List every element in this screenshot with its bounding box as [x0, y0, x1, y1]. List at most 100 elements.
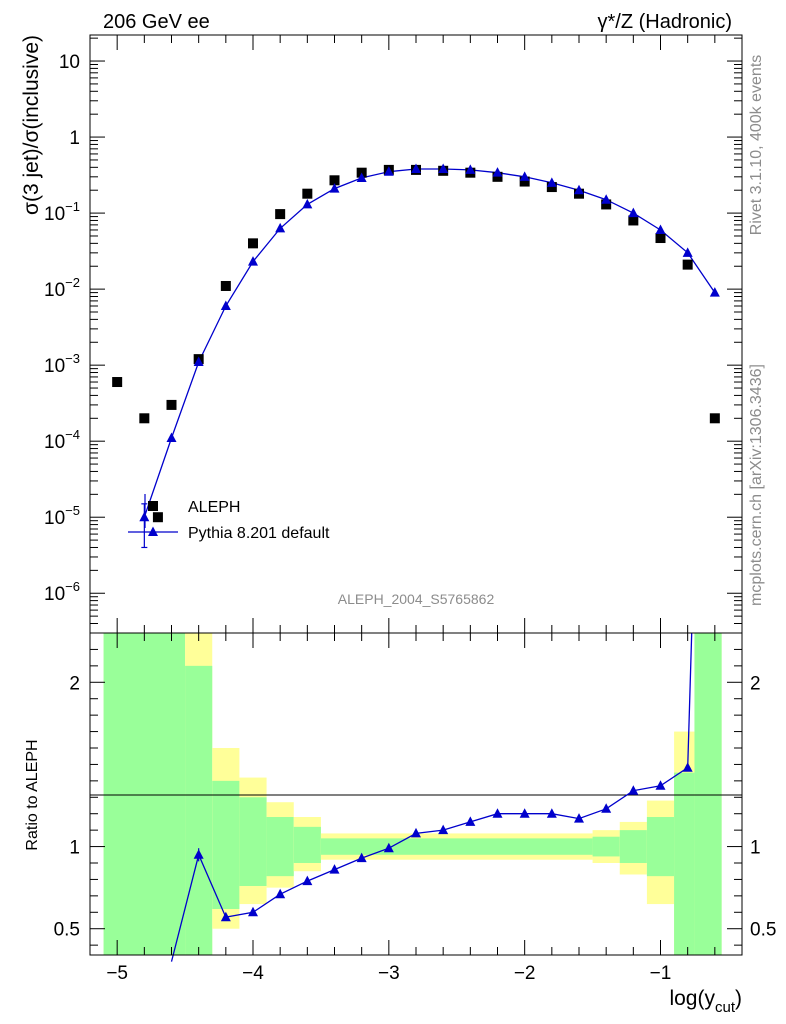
- ratio-point: [492, 808, 503, 818]
- mc-point: [492, 167, 503, 177]
- main-panel: 10−6 10−5 10−4 10−3 10−2 10−1 1 10 ALEPH_2004_S…: [20, 34, 743, 634]
- band-inner-2: [212, 780, 240, 909]
- mc-point: [709, 287, 720, 297]
- mc-point: [383, 166, 394, 176]
- mc-point: [356, 172, 367, 182]
- main-axis-ticks: 10−6 10−5 10−4 10−3 10−2 10−1 1 10: [44, 35, 743, 634]
- mc-point: [682, 247, 693, 257]
- mc-point: [628, 207, 639, 218]
- aleph-point: [275, 209, 286, 220]
- main-frame: [89, 34, 743, 634]
- xtick-label: −1: [650, 963, 672, 984]
- aleph-point: [709, 413, 720, 424]
- mc-point: [438, 163, 449, 174]
- ratio-ytick-label: 0.5: [54, 920, 80, 941]
- aleph-point: [519, 176, 530, 187]
- ratio-point: [411, 827, 421, 838]
- energy-label: 206 GeV ee: [103, 11, 210, 33]
- mc-point: [329, 183, 340, 193]
- legend-aleph-marker: [148, 501, 158, 511]
- aleph-point: [152, 512, 163, 523]
- band-inner-8: [619, 830, 647, 863]
- ratio-ytick-label-right: 1: [750, 838, 761, 859]
- main-ytick-label: 10−4: [44, 427, 80, 453]
- band-inner-3: [239, 797, 267, 886]
- band-inner-5: [293, 826, 321, 863]
- ratio-point: [220, 911, 231, 922]
- main-ytick-label: 10−1: [44, 199, 80, 225]
- band-inner-11: [694, 633, 722, 955]
- mc-line: [143, 168, 716, 518]
- aleph-point: [166, 399, 177, 410]
- mcplots-label: mcplots.cern.ch [arXiv:1306.3436]: [748, 364, 765, 606]
- ratio-ytick-label-right: 0.5: [750, 920, 776, 941]
- main-ytick-label: 10−5: [44, 503, 80, 529]
- x-axis-label: log(ycut): [669, 987, 742, 1016]
- xtick-label: −5: [106, 963, 128, 984]
- ratio-bands: [103, 633, 722, 955]
- ratio-point: [546, 808, 557, 818]
- xtick-label: −3: [378, 963, 400, 984]
- aleph-point: [302, 188, 313, 199]
- ratio-point: [302, 875, 313, 886]
- mc-point: [248, 256, 258, 266]
- mc-point: [655, 224, 666, 234]
- mc-point: [411, 163, 421, 174]
- ratio-ylabel: Ratio to ALEPH: [24, 739, 41, 850]
- ratio-series-layer: [170, 632, 693, 962]
- ratio-point: [574, 813, 584, 823]
- mc-point: [546, 177, 557, 187]
- aleph-point: [492, 171, 503, 182]
- ratio-point: [628, 785, 639, 795]
- aleph-point: [546, 182, 557, 193]
- aleph-point: [220, 280, 231, 291]
- mc-point: [220, 300, 231, 310]
- ratio-point: [356, 852, 367, 863]
- mc-point: [465, 164, 476, 174]
- mc-point: [302, 198, 313, 209]
- main-ytick-label: 10−6: [44, 579, 80, 605]
- legend: ALEPH Pythia 8.201 default: [128, 494, 330, 542]
- mc-point: [275, 222, 286, 233]
- aleph-point: [329, 175, 340, 186]
- band-inner-1: [185, 665, 213, 955]
- aleph-point: [112, 377, 123, 388]
- band-inner-6: [320, 838, 593, 855]
- aleph-point: [655, 233, 666, 244]
- main-ylabel: σ(3 jet)/σ(inclusive): [20, 35, 43, 215]
- main-ytick-label: 10−2: [44, 275, 80, 301]
- xtick-label: −2: [514, 963, 536, 984]
- ratio-panel: 0.5 0.5 1 1 2 2 −5 −4 −3 −2 −1 Ratio to ALEPH log(…: [24, 632, 776, 1016]
- band-inner-0: [103, 633, 186, 955]
- ratio-ytick-label-right: 2: [750, 673, 761, 694]
- legend-mc-marker: [148, 526, 158, 536]
- band-inner-4: [266, 817, 294, 877]
- ratio-axis-ticks: 0.5 0.5 1 1 2 2 −5 −4 −3 −2 −1: [54, 632, 776, 984]
- aleph-point: [682, 259, 693, 270]
- analysis-label: ALEPH_2004_S5765862: [338, 591, 495, 607]
- main-ytick-label: 10: [59, 52, 80, 73]
- ratio-point: [248, 906, 258, 917]
- aleph-point: [139, 413, 150, 424]
- main-ytick-label: 10−3: [44, 351, 80, 377]
- band-inner-7: [592, 836, 620, 857]
- mc-point: [139, 511, 150, 522]
- aleph-point: [248, 238, 258, 249]
- ratio-point: [438, 824, 449, 835]
- legend-aleph-label: ALEPH: [188, 499, 240, 516]
- band-inner-9: [646, 817, 675, 877]
- ratio-point: [655, 780, 666, 790]
- ratio-point: [465, 816, 476, 826]
- ratio-point: [329, 864, 340, 874]
- mc-point: [519, 171, 530, 181]
- mc-point: [166, 432, 177, 443]
- mc-point: [601, 194, 612, 204]
- mc-point: [193, 356, 204, 367]
- main-ytick-label: 1: [69, 128, 80, 149]
- rivet-label: Rivet 3.1.10, 400k events: [748, 55, 765, 236]
- ratio-point: [682, 762, 693, 772]
- ratio-point: [383, 842, 394, 853]
- process-label: γ*/Z (Hadronic): [598, 11, 732, 33]
- band-inner-10: [674, 772, 695, 955]
